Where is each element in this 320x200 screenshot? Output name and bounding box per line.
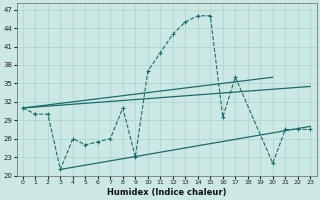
X-axis label: Humidex (Indice chaleur): Humidex (Indice chaleur): [107, 188, 226, 197]
